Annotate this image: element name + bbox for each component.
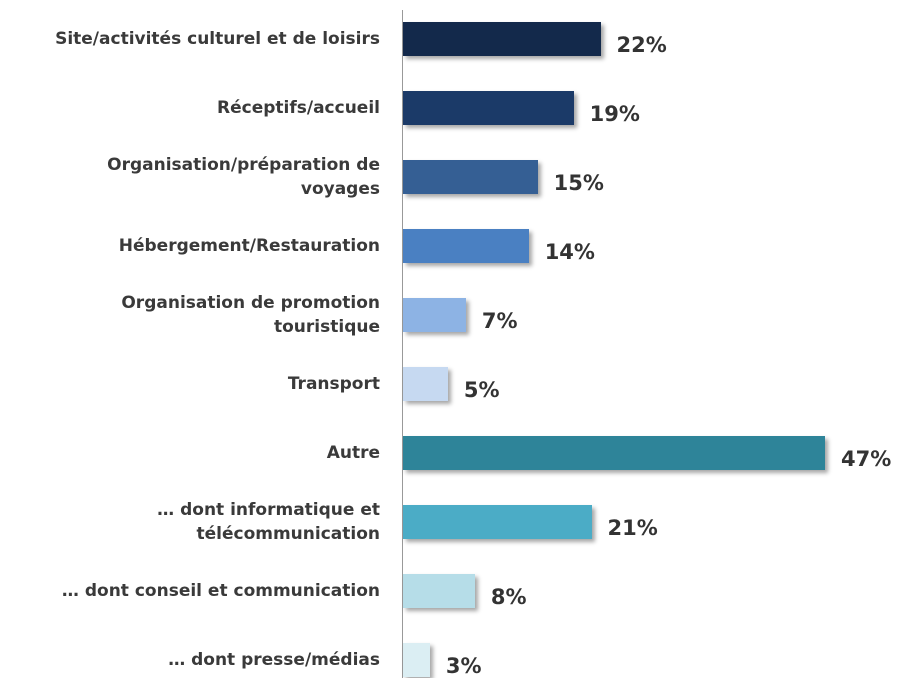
value-label: 8%	[490, 585, 527, 609]
bar	[403, 367, 448, 401]
value-label: 15%	[553, 171, 604, 195]
category-label: Autre	[326, 443, 380, 463]
bar	[403, 160, 538, 194]
category-label: Hébergement/Restauration	[118, 236, 380, 256]
value-label: 14%	[544, 240, 595, 264]
category-label: … dont presse/médias	[168, 650, 380, 670]
category-label: Organisation/préparation de voyages	[107, 155, 380, 199]
value-label: 3%	[445, 654, 482, 678]
axis-line	[402, 10, 403, 678]
category-label: Transport	[287, 374, 380, 394]
bar	[403, 643, 430, 677]
category-label: Réceptifs/accueil	[217, 98, 380, 118]
bar	[403, 574, 475, 608]
value-label: 21%	[607, 516, 658, 540]
category-label: … dont conseil et communication	[61, 581, 380, 601]
value-label: 19%	[589, 102, 640, 126]
bar	[403, 91, 574, 125]
bar	[403, 436, 825, 470]
value-label: 5%	[463, 378, 500, 402]
category-label: … dont informatique et télécommunication	[157, 500, 380, 544]
bar	[403, 22, 601, 56]
value-label: 47%	[841, 447, 892, 471]
category-label: Organisation de promotion touristique	[121, 293, 380, 337]
category-label: Site/activités culturel et de loisirs	[55, 29, 380, 49]
bar	[403, 229, 529, 263]
value-label: 7%	[481, 309, 518, 333]
value-label: 22%	[616, 33, 667, 57]
bar	[403, 298, 466, 332]
bar	[403, 505, 592, 539]
